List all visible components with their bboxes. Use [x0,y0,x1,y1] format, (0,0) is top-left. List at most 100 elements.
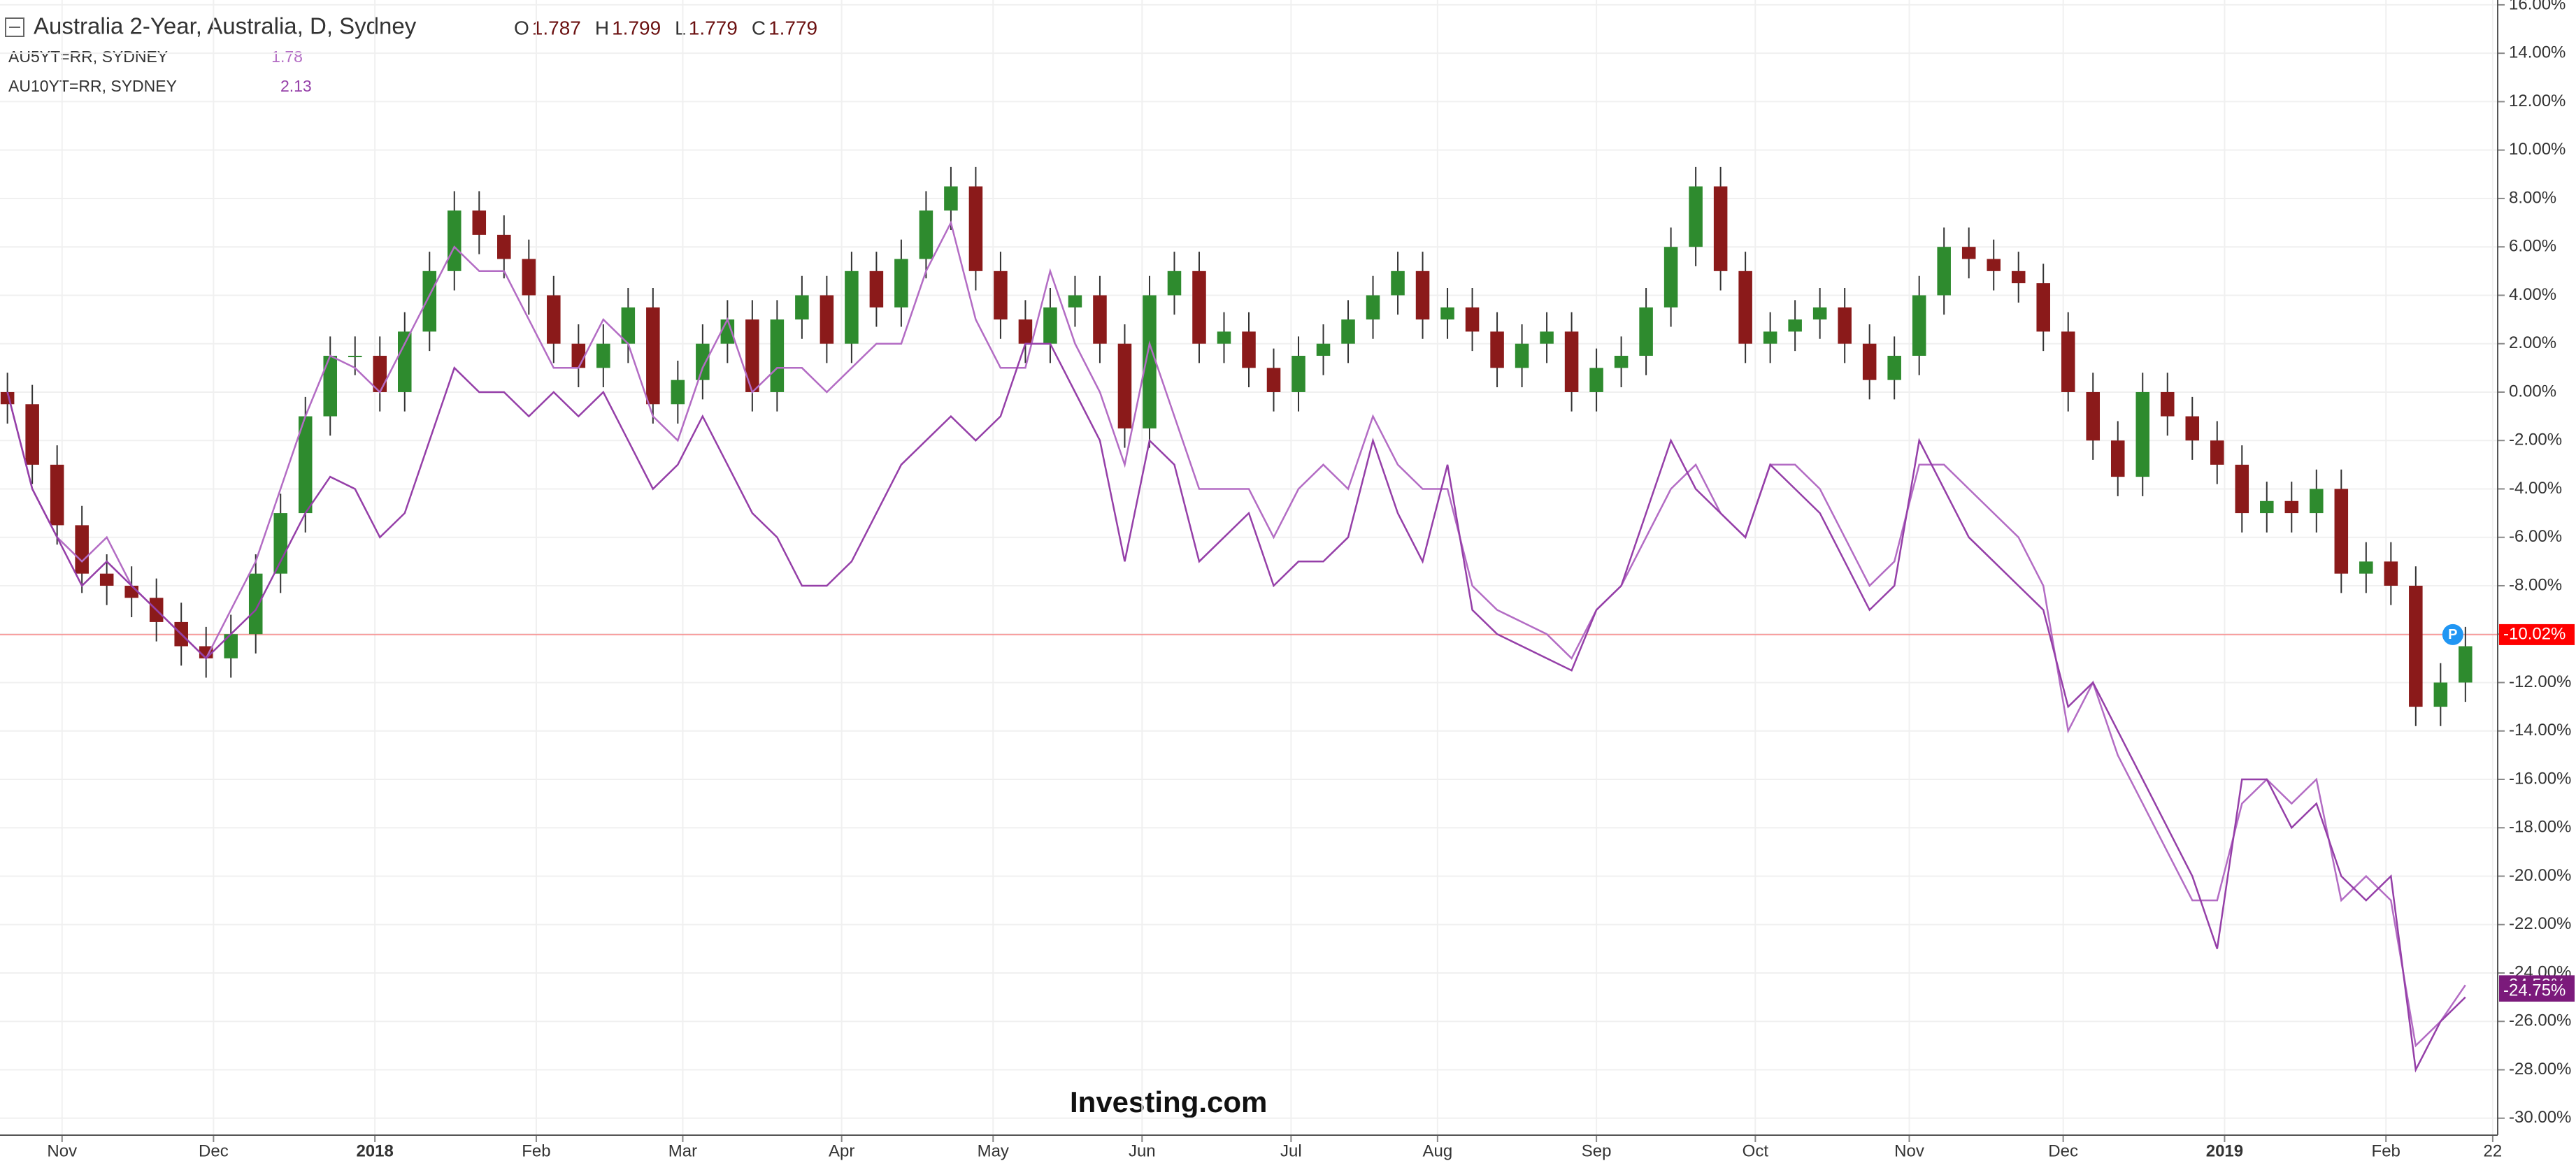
candle-body [994,271,1008,320]
candle-body [845,271,859,344]
candle-body [2310,489,2324,514]
candle-body [1515,343,1529,368]
candle-body [820,295,834,344]
candle-body [124,585,138,598]
candle-body [1143,295,1157,428]
collapse-icon[interactable] [5,17,24,37]
candle-body [2235,464,2249,514]
candle-body [2284,500,2299,514]
candle-body [1912,295,1926,356]
x-tick-label: Apr [829,1141,854,1160]
ohlc-key: H [595,17,609,38]
x-tick-label: Nov [47,1141,77,1160]
candle-body [472,210,487,235]
candle-body [2160,391,2175,417]
legend-value: 1.78 [271,48,303,66]
candle-body [1465,307,1480,332]
candle-body [1738,271,1752,344]
x-tick-label: Oct [1743,1141,1769,1160]
candle-body [1117,343,1132,428]
candle-body [1391,271,1405,296]
candle-body [2210,440,2224,465]
candle-body [323,356,338,417]
x-tick-label: 2019 [2206,1141,2243,1160]
candle-body [1167,271,1182,296]
candle-body [1887,356,1901,380]
candle-body [547,295,561,344]
candle-body [273,513,287,574]
candle-body [373,356,387,392]
candle-body [745,319,759,392]
y-tick-label: -2.00% [2509,431,2562,449]
y-tick-label: 12.00% [2509,92,2566,110]
y-tick-label: -22.00% [2509,914,2571,933]
candle-body [894,259,908,308]
candle-body [1961,247,1976,259]
candle-body [2185,416,2200,441]
y-tick-label: 2.00% [2509,333,2556,352]
y-tick-label: 4.00% [2509,285,2556,304]
y-tick-label: -6.00% [2509,527,2562,546]
candle-body [2061,331,2075,392]
ohlc-key: C [752,17,766,38]
y-tick-label: 14.00% [2509,43,2566,62]
candle-body [2135,391,2150,477]
candle-body [1937,247,1951,296]
candle-body [1440,307,1454,320]
candle-body [1242,331,1256,368]
candle-body [1192,271,1206,344]
y-tick-label: -4.00% [2509,479,2562,498]
candle-body [1415,271,1430,320]
candle-body [1018,319,1033,344]
candle-body [2011,271,2026,284]
candle-body [1689,186,1703,247]
x-tick-label: Sep [1582,1141,1612,1160]
price-label: -10.02% [2503,624,2566,643]
ohlc-key: L [675,17,686,38]
ohlc-value: 1.799 [612,17,661,38]
y-tick-label: -18.00% [2509,818,2571,837]
candle-body [869,271,884,308]
candle-body [1043,307,1057,344]
y-tick-label: -12.00% [2509,672,2571,691]
candle-body [770,319,785,392]
ohlc-value: 1.787 [532,17,581,38]
candle-body [2459,646,2473,683]
candle-body [1068,295,1082,308]
candle-body [1490,331,1504,368]
candle-body [2384,561,2398,586]
y-tick-label: 6.00% [2509,237,2556,256]
candle-body [1540,331,1554,344]
candle-body [1838,307,1852,344]
price-label-bg [2499,623,2575,645]
candle-body [1366,295,1380,320]
legend-value: 2.13 [280,77,312,95]
candle-body [2359,561,2373,574]
y-tick-label: -8.00% [2509,575,2562,594]
y-tick-label: 10.00% [2509,140,2566,159]
candle-body [1763,331,1777,344]
x-tick-label: Aug [1423,1141,1453,1160]
candle-body [571,343,586,368]
ohlc-value: 1.779 [689,17,738,38]
y-tick-label: -20.00% [2509,866,2571,885]
series-last-label: -24.75% [2503,981,2566,1000]
candle-body [497,234,511,259]
candle-body [919,210,933,259]
candle-body [1217,331,1231,344]
x-tick-label: Dec [2048,1141,2078,1160]
candle-body [422,271,437,332]
candle-body [75,525,89,574]
candle-body [696,343,710,380]
candle-body [1291,356,1305,392]
x-tick-label: 2018 [356,1141,393,1160]
series-last-label-bg [2499,980,2575,1002]
candle-body [1316,343,1331,356]
candle-body [2433,682,2448,707]
candle-body [224,634,238,658]
ohlc-key: O [514,17,529,38]
candle-body [397,331,412,392]
candle-body [2409,585,2423,707]
